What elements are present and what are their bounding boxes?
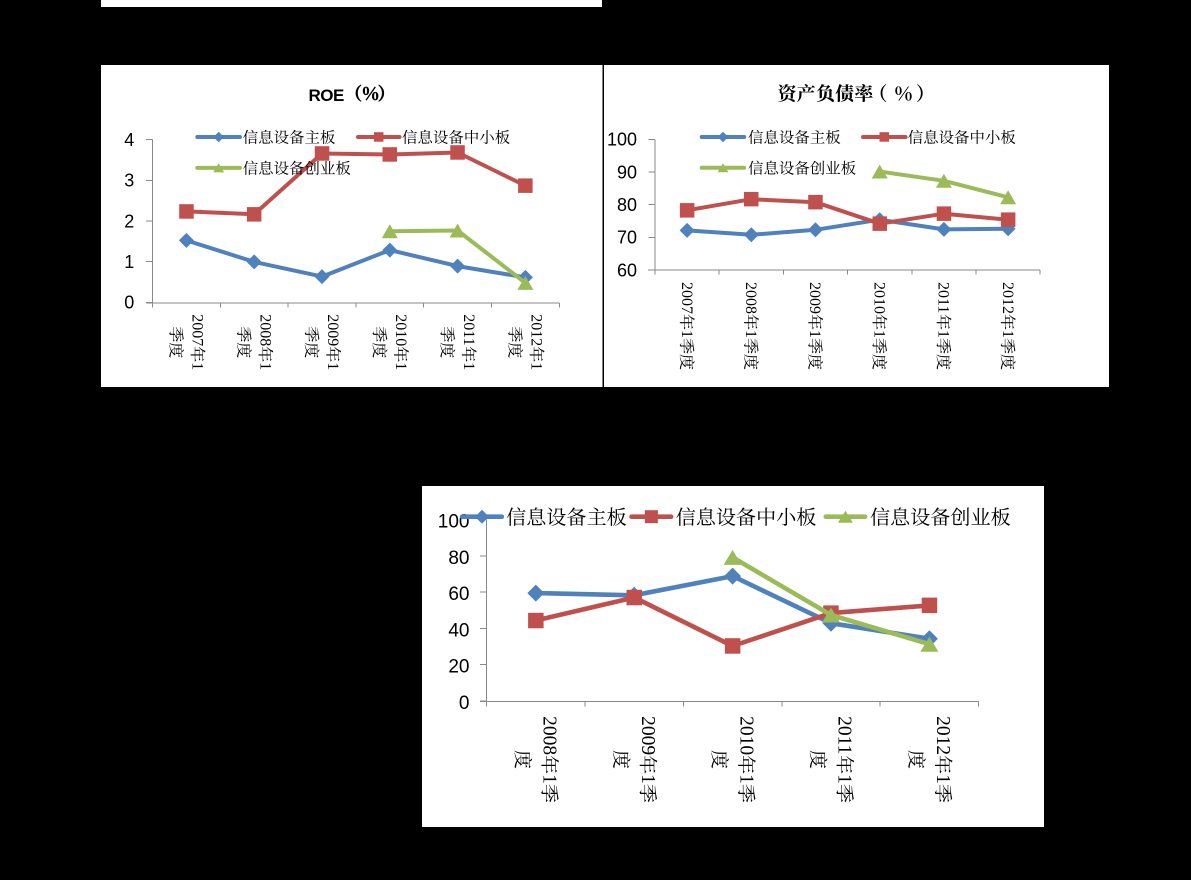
svg-text:1: 1 — [735, 774, 756, 784]
svg-text:1: 1 — [999, 330, 1016, 338]
svg-text:1: 1 — [460, 362, 477, 370]
svg-text:2008: 2008 — [742, 282, 759, 314]
svg-text:70: 70 — [617, 228, 637, 248]
svg-text:2: 2 — [124, 211, 134, 231]
svg-text:2010: 2010 — [392, 314, 409, 346]
svg-text:1: 1 — [189, 362, 206, 370]
svg-text:1: 1 — [935, 330, 952, 338]
svg-text:2008: 2008 — [256, 314, 273, 346]
svg-text:2011: 2011 — [460, 314, 477, 345]
svg-text:1: 1 — [678, 330, 695, 338]
svg-text:0: 0 — [459, 693, 470, 714]
svg-text:2011: 2011 — [935, 282, 952, 313]
svg-text:2009: 2009 — [324, 314, 341, 346]
svg-text:2010: 2010 — [735, 716, 756, 755]
svg-text:1: 1 — [324, 362, 341, 370]
svg-text:0: 0 — [124, 293, 134, 313]
svg-text:2008: 2008 — [539, 716, 560, 755]
svg-text:2012: 2012 — [999, 282, 1016, 314]
svg-text:ROE: ROE — [309, 86, 345, 105]
svg-text:20: 20 — [448, 657, 469, 678]
svg-text:40: 40 — [448, 620, 469, 641]
svg-text:2007: 2007 — [189, 314, 206, 346]
svg-text:1: 1 — [528, 362, 545, 370]
svg-text:60: 60 — [448, 584, 469, 605]
svg-text:1: 1 — [124, 252, 134, 272]
svg-text:2009: 2009 — [806, 282, 823, 314]
svg-text:1: 1 — [834, 774, 855, 784]
svg-text:1: 1 — [870, 330, 887, 338]
svg-text:2007: 2007 — [678, 282, 695, 314]
svg-text:4: 4 — [124, 130, 134, 150]
svg-text:2012: 2012 — [932, 716, 953, 755]
svg-text:100: 100 — [607, 130, 637, 150]
svg-text:60: 60 — [617, 260, 637, 280]
svg-text:90: 90 — [617, 162, 637, 182]
svg-text:2010: 2010 — [870, 282, 887, 314]
svg-text:80: 80 — [617, 195, 637, 215]
svg-text:1: 1 — [637, 774, 658, 784]
svg-text:1: 1 — [742, 330, 759, 338]
svg-text:1: 1 — [392, 362, 409, 370]
svg-text:3: 3 — [124, 171, 134, 191]
svg-text:2012: 2012 — [528, 314, 545, 346]
svg-text:1: 1 — [256, 362, 273, 370]
svg-text:1: 1 — [539, 774, 560, 784]
svg-text:2009: 2009 — [637, 716, 658, 755]
svg-text:1: 1 — [932, 774, 953, 784]
svg-text:2011: 2011 — [834, 716, 855, 754]
svg-text:1: 1 — [806, 330, 823, 338]
svg-text:80: 80 — [448, 548, 469, 569]
